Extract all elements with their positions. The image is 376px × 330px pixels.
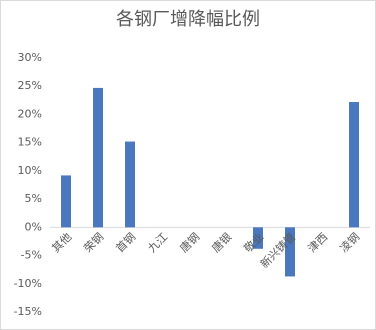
bar [349,102,359,228]
chart-title: 各钢厂增降幅比例 [116,9,260,30]
y-tick-label: 25% [18,79,42,92]
bar [61,175,71,228]
bar [93,87,103,228]
y-tick-label: 20% [18,107,42,120]
y-tick-label: 0% [25,220,42,233]
y-tick-label: 30% [18,51,42,64]
y-tick-label: -5% [21,249,42,262]
y-tick-label: 10% [18,164,42,177]
y-tick-label: 5% [25,192,42,205]
y-tick-label: -15% [14,305,42,318]
y-tick-label: 15% [18,136,42,149]
bar [253,227,263,249]
y-tick-label: -10% [14,277,42,290]
bar [125,141,135,228]
bar [285,227,295,277]
